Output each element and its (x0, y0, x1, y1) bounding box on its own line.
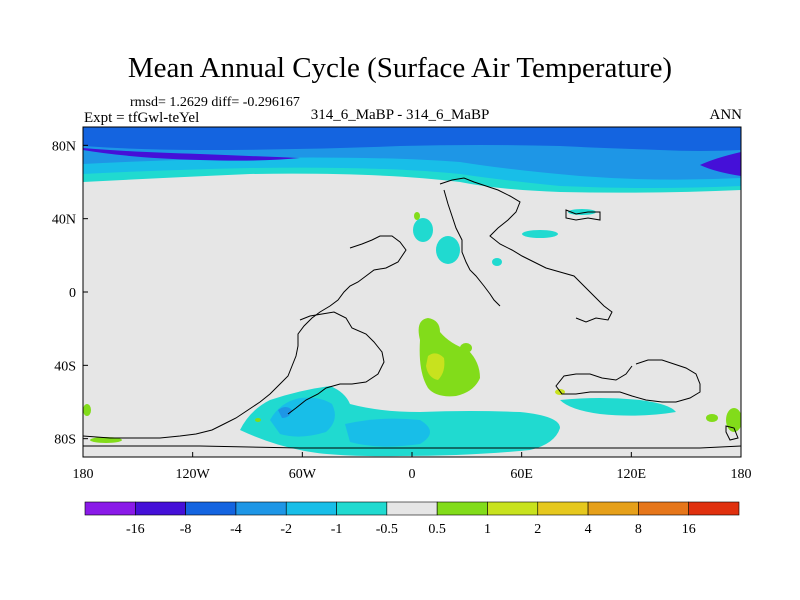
colorbar-swatch (235, 501, 287, 516)
patch-africa-yellow (426, 353, 445, 380)
coast-antarctica (83, 445, 741, 449)
colorbar-swatch (336, 501, 388, 516)
x-axis: 180 120W 60W 0 60E 120E 180 (73, 452, 752, 482)
colorbar-swatch (487, 501, 539, 516)
stats-text: rmsd= 1.2629 diff= -0.296167 (130, 95, 300, 110)
colorbar-label: -4 (230, 522, 242, 537)
colorbar-label: -2 (280, 522, 292, 537)
x-tick-label: 180 (73, 467, 94, 482)
colorbar-swatch (386, 501, 438, 516)
coastlines (83, 177, 741, 449)
x-tick-label: 0 (409, 467, 416, 482)
y-axis: 80N 40N 0 40S 80S (52, 139, 88, 448)
colorbar-label: 16 (682, 522, 696, 537)
coast-asia-inner (443, 189, 501, 307)
chart-title: Mean Annual Cycle (Surface Air Temperatu… (127, 52, 673, 84)
patch-europe-cyan (413, 218, 433, 242)
season-label: ANN (709, 107, 743, 123)
x-tick-label: 180 (731, 467, 752, 482)
coast-island (725, 425, 739, 441)
colorbar-label: -16 (126, 522, 145, 537)
colorbar-swatch (285, 501, 337, 516)
patch-far-east-green (726, 408, 741, 432)
patch-south-green-2 (255, 418, 261, 422)
north-band-darkblue (83, 127, 741, 151)
patch-west-green (83, 404, 91, 416)
colorbar-label: 8 (635, 522, 642, 537)
patch-africa-green2 (460, 343, 472, 353)
colorbar-swatch (84, 501, 136, 516)
south-lightblue-2 (345, 418, 430, 447)
coast-africa (287, 311, 385, 415)
colorbar-swatch (185, 501, 237, 516)
x-tick-label: 60W (289, 467, 317, 482)
map-field (83, 127, 741, 457)
patch-east-cyan (522, 230, 558, 238)
colorbar-label: 4 (585, 522, 592, 537)
colorbar-swatch (688, 501, 740, 516)
y-tick-label: 80N (52, 139, 76, 154)
colorbar: -16 -8 -4 -2 -1 -0.5 0.5 1 2 4 8 16 (84, 501, 740, 537)
patch-asia-cyan (436, 236, 460, 264)
colorbar-label: 2 (534, 522, 541, 537)
colorbar-label: -1 (331, 522, 343, 537)
patch-green-north (414, 212, 420, 220)
colorbar-label: 1 (484, 522, 491, 537)
colorbar-label: 0.5 (428, 522, 446, 537)
patch-small-cyan (492, 258, 502, 266)
colorbar-swatch (537, 501, 589, 516)
patch-east-green (706, 414, 718, 422)
coast-eurasia (439, 177, 613, 323)
colorbar-swatch (638, 501, 689, 516)
south-blue-spot (278, 407, 292, 418)
coast-northamerica-east (565, 209, 601, 221)
coast-southamerica (83, 235, 407, 439)
coast-australia (555, 359, 701, 403)
comparison-label: 314_6_MaBP - 314_6_MaBP (310, 107, 490, 123)
north-band-indigo (83, 148, 300, 161)
colorbar-label: -0.5 (376, 522, 398, 537)
x-tick-label: 60E (510, 467, 533, 482)
experiment-label: Expt = tfGwl-teYel (84, 110, 200, 126)
y-tick-label: 40N (52, 213, 76, 228)
y-tick-label: 40S (54, 359, 76, 374)
colorbar-swatch (135, 501, 186, 516)
colorbar-swatch (436, 501, 488, 516)
y-tick-label: 0 (69, 286, 76, 301)
north-band-indigo-east (700, 152, 741, 176)
colorbar-swatch (587, 501, 639, 516)
south-cyan-east (560, 398, 676, 416)
x-tick-label: 120W (176, 467, 211, 482)
y-tick-label: 80S (54, 433, 76, 448)
colorbar-label: -8 (180, 522, 192, 537)
x-tick-label: 120E (617, 467, 647, 482)
